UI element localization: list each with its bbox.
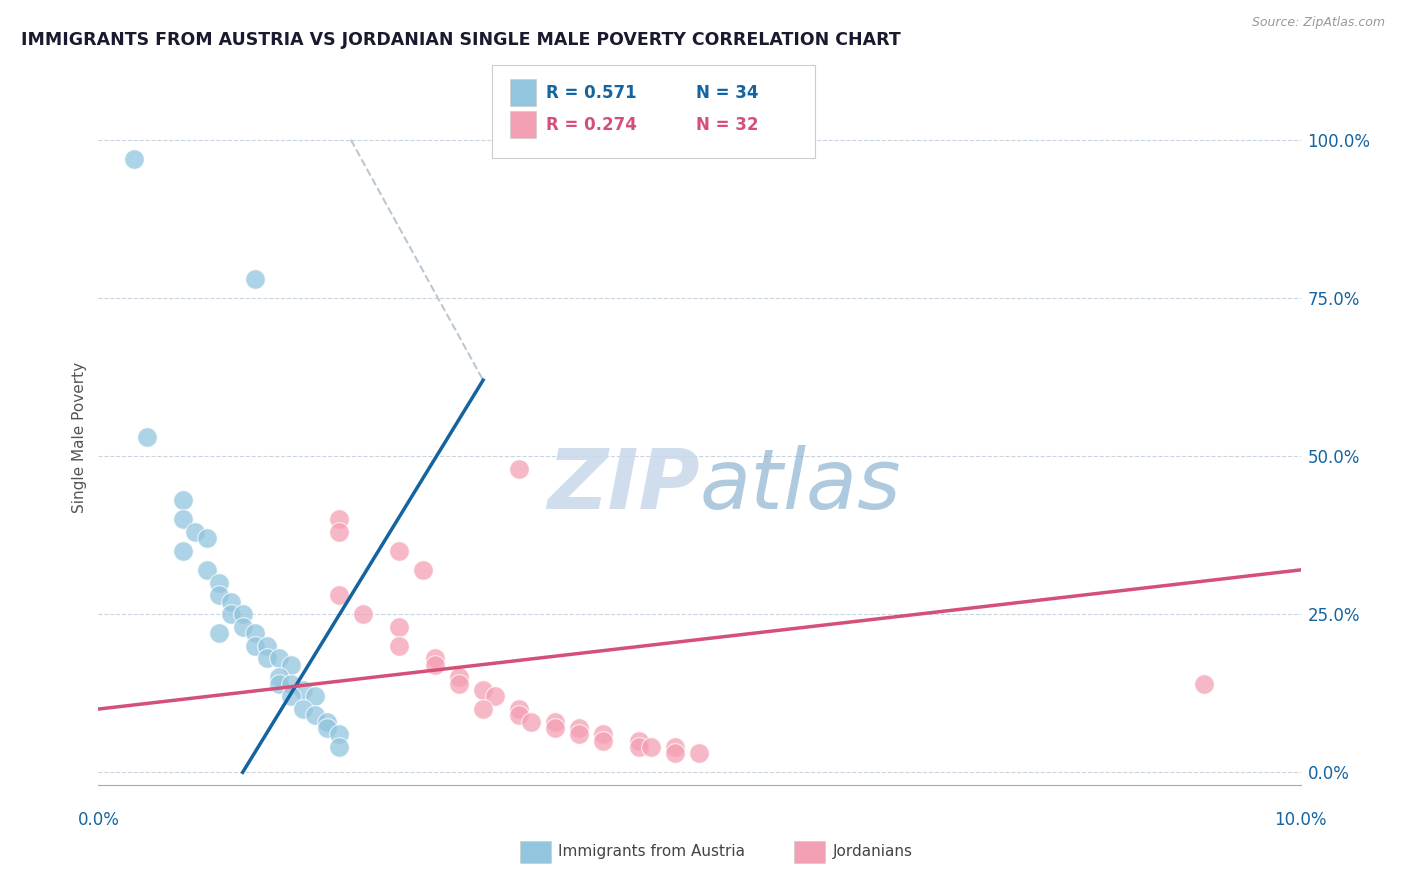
Text: N = 32: N = 32 [696, 116, 758, 134]
Point [664, 739, 686, 754]
Text: R = 0.571: R = 0.571 [546, 84, 636, 102]
Point [508, 461, 530, 475]
Point [544, 714, 567, 729]
Text: IMMIGRANTS FROM AUSTRIA VS JORDANIAN SINGLE MALE POVERTY CORRELATION CHART: IMMIGRANTS FROM AUSTRIA VS JORDANIAN SIN… [21, 31, 901, 49]
Point [328, 739, 350, 754]
Point [304, 708, 326, 723]
Point [208, 588, 231, 602]
Point [328, 512, 350, 526]
Point [640, 739, 662, 754]
Point [183, 524, 205, 539]
Point [472, 683, 495, 698]
Point [291, 683, 314, 698]
Point [208, 575, 231, 590]
Point [592, 733, 614, 747]
Point [388, 544, 411, 558]
Point [280, 690, 302, 704]
Text: Immigrants from Austria: Immigrants from Austria [558, 845, 745, 859]
Text: R = 0.274: R = 0.274 [546, 116, 637, 134]
Point [208, 626, 231, 640]
Point [328, 524, 350, 539]
Point [267, 677, 290, 691]
Y-axis label: Single Male Poverty: Single Male Poverty [72, 361, 87, 513]
Point [388, 639, 411, 653]
Point [628, 739, 651, 754]
Point [484, 690, 506, 704]
Text: atlas: atlas [700, 445, 901, 526]
Text: 10.0%: 10.0% [1274, 811, 1327, 829]
Point [172, 493, 194, 508]
Point [232, 620, 254, 634]
Point [520, 714, 543, 729]
Point [472, 702, 495, 716]
Point [195, 563, 218, 577]
Point [172, 544, 194, 558]
Point [508, 702, 530, 716]
Point [544, 721, 567, 735]
Text: ZIP: ZIP [547, 445, 700, 526]
Point [124, 152, 146, 166]
Point [291, 702, 314, 716]
Point [256, 651, 278, 665]
Point [304, 690, 326, 704]
Point [315, 714, 337, 729]
Point [172, 512, 194, 526]
Point [232, 607, 254, 622]
Point [256, 639, 278, 653]
Point [628, 733, 651, 747]
Point [280, 657, 302, 672]
Point [267, 670, 290, 684]
Point [447, 670, 470, 684]
Point [267, 651, 290, 665]
Point [508, 708, 530, 723]
Point [689, 747, 711, 761]
Text: Source: ZipAtlas.com: Source: ZipAtlas.com [1251, 16, 1385, 29]
Text: N = 34: N = 34 [696, 84, 758, 102]
Point [243, 626, 266, 640]
Point [568, 721, 591, 735]
Point [447, 677, 470, 691]
Point [423, 657, 446, 672]
Point [280, 677, 302, 691]
Point [664, 747, 686, 761]
Text: 0.0%: 0.0% [77, 811, 120, 829]
Point [243, 272, 266, 286]
Point [592, 727, 614, 741]
Point [315, 721, 337, 735]
Point [135, 430, 157, 444]
Point [328, 588, 350, 602]
Point [352, 607, 374, 622]
Text: Jordanians: Jordanians [832, 845, 912, 859]
Point [388, 620, 411, 634]
Point [423, 651, 446, 665]
Point [568, 727, 591, 741]
Point [195, 531, 218, 545]
Point [1194, 677, 1216, 691]
Point [412, 563, 434, 577]
Point [219, 607, 242, 622]
Point [219, 594, 242, 608]
Point [243, 639, 266, 653]
Point [328, 727, 350, 741]
